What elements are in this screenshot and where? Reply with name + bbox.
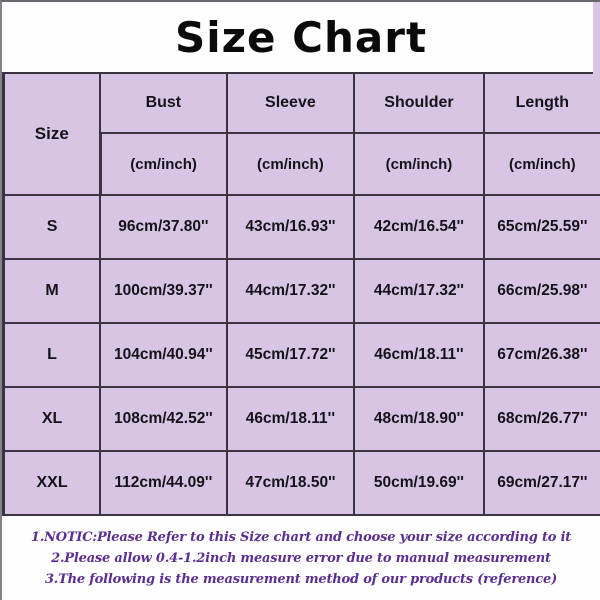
shoulder-cell: 50cm/19.69'': [353, 450, 485, 516]
length-cell: 65cm/25.59'': [482, 194, 600, 260]
header-cell-bust: Bust: [99, 72, 228, 134]
table-row-l: L 104cm/40.94'' 45cm/17.72'' 46cm/18.11'…: [2, 322, 600, 388]
unit-cell-sleeve: (cm/inch): [225, 132, 356, 196]
size-cell: M: [2, 258, 102, 324]
size-cell: L: [2, 322, 102, 388]
shoulder-cell: 42cm/16.54'': [353, 194, 485, 260]
table-row-s: S 96cm/37.80'' 43cm/16.93'' 42cm/16.54''…: [2, 194, 600, 260]
sleeve-cell: 46cm/18.11'': [225, 386, 356, 452]
sleeve-cell: 45cm/17.72'': [225, 322, 356, 388]
unit-row: (cm/inch) (cm/inch) (cm/inch) (cm/inch): [4, 132, 600, 196]
title-bar: Size Chart: [2, 2, 600, 72]
length-cell: 68cm/26.77'': [482, 386, 600, 452]
size-cell: S: [2, 194, 102, 260]
size-cell: XXL: [2, 450, 102, 516]
sleeve-cell: 43cm/16.93'': [225, 194, 356, 260]
size-table: Size Bust Sleeve Shoulder Length (cm/inc…: [2, 72, 600, 516]
note-line-3: 3.The following is the measurement metho…: [44, 572, 558, 587]
size-cell: XL: [2, 386, 102, 452]
bust-cell: 104cm/40.94'': [99, 322, 228, 388]
shoulder-cell: 44cm/17.32'': [353, 258, 485, 324]
note-line-2: 2.Please allow 0.4-1.2inch measure error…: [51, 551, 551, 566]
note-line-1: 1.NOTIC:Please Refer to this Size chart …: [30, 530, 572, 545]
unit-cell-length: (cm/inch): [482, 132, 600, 196]
photo-edge-strip: [593, 2, 600, 74]
table-row-m: M 100cm/39.37'' 44cm/17.32'' 44cm/17.32'…: [2, 258, 600, 324]
sleeve-cell: 44cm/17.32'': [225, 258, 356, 324]
header-cell-length: Length: [482, 72, 600, 134]
table-row-xl: XL 108cm/42.52'' 46cm/18.11'' 48cm/18.90…: [2, 386, 600, 452]
header-row: Size Bust Sleeve Shoulder Length: [2, 72, 600, 196]
header-cell-size: Size: [2, 72, 102, 196]
bust-cell: 108cm/42.52'': [99, 386, 228, 452]
length-cell: 67cm/26.38'': [482, 322, 600, 388]
notes-section: 1.NOTIC:Please Refer to this Size chart …: [2, 527, 600, 590]
bust-cell: 100cm/39.37'': [99, 258, 228, 324]
bust-cell: 112cm/44.09'': [99, 450, 228, 516]
bust-cell: 96cm/37.80'': [99, 194, 228, 260]
unit-cell-shoulder: (cm/inch): [353, 132, 485, 196]
length-cell: 69cm/27.17'': [482, 450, 600, 516]
table-row-xxl: XXL 112cm/44.09'' 47cm/18.50'' 50cm/19.6…: [2, 450, 600, 516]
shoulder-cell: 48cm/18.90'': [353, 386, 485, 452]
header-cell-shoulder: Shoulder: [353, 72, 485, 134]
header-cell-sleeve: Sleeve: [225, 72, 356, 134]
page-title: Size Chart: [174, 12, 428, 62]
length-cell: 66cm/25.98'': [482, 258, 600, 324]
shoulder-cell: 46cm/18.11'': [353, 322, 485, 388]
unit-cell-bust: (cm/inch): [98, 132, 228, 196]
sleeve-cell: 47cm/18.50'': [225, 450, 356, 516]
